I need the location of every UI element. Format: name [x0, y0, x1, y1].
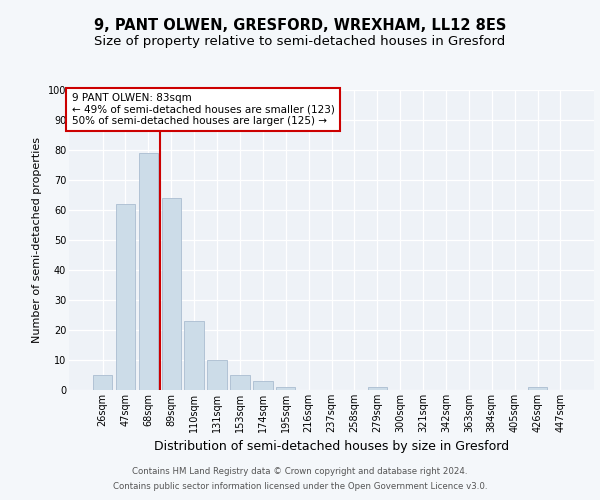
Y-axis label: Number of semi-detached properties: Number of semi-detached properties — [32, 137, 42, 343]
Bar — [184, 321, 204, 390]
Bar — [253, 381, 272, 390]
Text: Contains public sector information licensed under the Open Government Licence v3: Contains public sector information licen… — [113, 482, 487, 491]
Text: Size of property relative to semi-detached houses in Gresford: Size of property relative to semi-detach… — [94, 35, 506, 48]
Bar — [528, 387, 547, 390]
Text: 9, PANT OLWEN, GRESFORD, WREXHAM, LL12 8ES: 9, PANT OLWEN, GRESFORD, WREXHAM, LL12 8… — [94, 18, 506, 32]
X-axis label: Distribution of semi-detached houses by size in Gresford: Distribution of semi-detached houses by … — [154, 440, 509, 454]
Bar — [276, 387, 295, 390]
Bar — [368, 387, 387, 390]
Bar — [161, 198, 181, 390]
Bar — [208, 360, 227, 390]
Bar — [93, 375, 112, 390]
Bar — [230, 375, 250, 390]
Text: Contains HM Land Registry data © Crown copyright and database right 2024.: Contains HM Land Registry data © Crown c… — [132, 467, 468, 476]
Bar — [116, 204, 135, 390]
Text: 9 PANT OLWEN: 83sqm
← 49% of semi-detached houses are smaller (123)
50% of semi-: 9 PANT OLWEN: 83sqm ← 49% of semi-detach… — [71, 93, 335, 126]
Bar — [139, 153, 158, 390]
